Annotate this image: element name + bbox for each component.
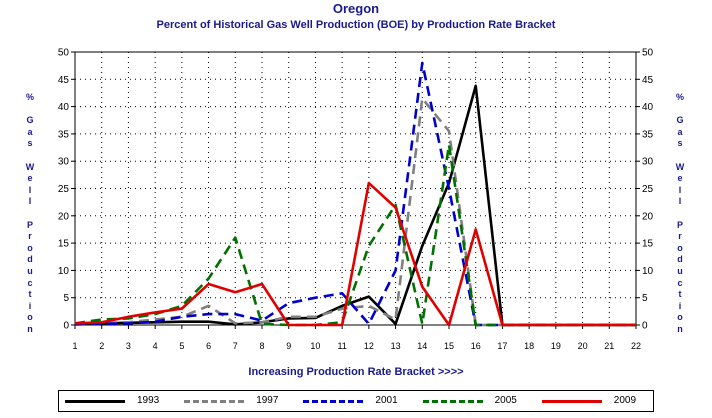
y-tick-label-left: 15: [58, 239, 70, 250]
axes: [71, 51, 640, 329]
y-tick-label-right: 35: [642, 129, 654, 140]
y-tick-label-left: 20: [58, 211, 70, 222]
y-tick-label-right: 30: [642, 157, 654, 168]
legend-item-2009: 2009: [536, 391, 655, 411]
y-tick-label-right: 15: [642, 239, 654, 250]
y-tick-label-right: 20: [642, 211, 654, 222]
legend-item-1997: 1997: [178, 391, 297, 411]
x-tick-label: 18: [524, 341, 534, 351]
x-tick-label: 1: [72, 341, 77, 351]
series-line-1993: [74, 84, 636, 327]
legend-label: 2005: [494, 395, 517, 406]
y-tick-label-left: 35: [58, 129, 70, 140]
x-tick-label: 21: [604, 341, 614, 351]
y-tick-label-left: 40: [58, 102, 70, 113]
y-tick-label-left: 10: [58, 266, 70, 277]
series-line-2009: [74, 181, 636, 327]
chart-title: Oregon: [332, 1, 380, 16]
x-tick-label: 19: [551, 341, 561, 351]
legend-item-2005: 2005: [417, 391, 536, 411]
legend-swatch: [303, 400, 364, 403]
x-tick-label: 10: [310, 341, 320, 351]
x-tick-label: 20: [578, 341, 588, 351]
legend-item-1993: 1993: [59, 391, 178, 411]
x-tick-label: 22: [631, 341, 641, 351]
x-tick-label: 16: [471, 341, 481, 351]
y-tick-label-left: 50: [58, 48, 70, 59]
x-tick-label: 6: [206, 341, 211, 351]
legend-label: 2001: [375, 395, 398, 406]
x-tick-label: 15: [444, 341, 454, 351]
x-tick-label: 12: [364, 341, 374, 351]
x-tick-label: 2: [99, 341, 104, 351]
x-tick-label: 4: [153, 341, 158, 351]
x-tick-label: 13: [391, 341, 401, 351]
y-tick-label-left: 45: [58, 75, 70, 86]
y-tick-label-right: 25: [642, 184, 654, 195]
y-tick-label-left: 0: [63, 321, 69, 332]
x-tick-label: 3: [126, 341, 131, 351]
y-tick-label-right: 45: [642, 75, 654, 86]
legend-item-2001: 2001: [297, 391, 416, 411]
legend-swatch: [422, 400, 483, 403]
x-tick-label: 14: [417, 341, 427, 351]
x-tick-label: 9: [286, 341, 291, 351]
legend-label: 2009: [613, 395, 637, 406]
y-tick-label-right: 5: [642, 293, 648, 304]
legend-swatch: [541, 400, 602, 403]
y-tick-label-right: 0: [642, 321, 648, 332]
series-line-1997: [74, 97, 636, 327]
x-axis-label: Increasing Production Rate Bracket >>>>: [248, 366, 464, 378]
series-lines: [74, 61, 636, 327]
y-tick-label-right: 40: [642, 102, 654, 113]
legend-swatch: [65, 400, 125, 403]
y-tick-label-right: 50: [642, 48, 654, 59]
legend-swatch: [184, 400, 245, 403]
legend-label: 1997: [256, 395, 279, 406]
x-tick-label: 5: [179, 341, 184, 351]
x-tick-label: 17: [497, 341, 507, 351]
y-tick-label-left: 30: [58, 157, 70, 168]
chart-subtitle: Percent of Historical Gas Well Productio…: [156, 19, 556, 31]
legend-label: 1993: [137, 395, 160, 406]
y-tick-label-left: 5: [63, 293, 69, 304]
x-tick-label: 7: [233, 341, 238, 351]
grid: [75, 52, 636, 325]
x-tick-label: 8: [259, 341, 264, 351]
y-tick-label-right: 10: [642, 266, 654, 277]
x-tick-label: 11: [337, 341, 346, 351]
y-tick-label-left: 25: [58, 184, 70, 195]
legend: 1993 1997 2001 2005 2009: [58, 390, 654, 412]
